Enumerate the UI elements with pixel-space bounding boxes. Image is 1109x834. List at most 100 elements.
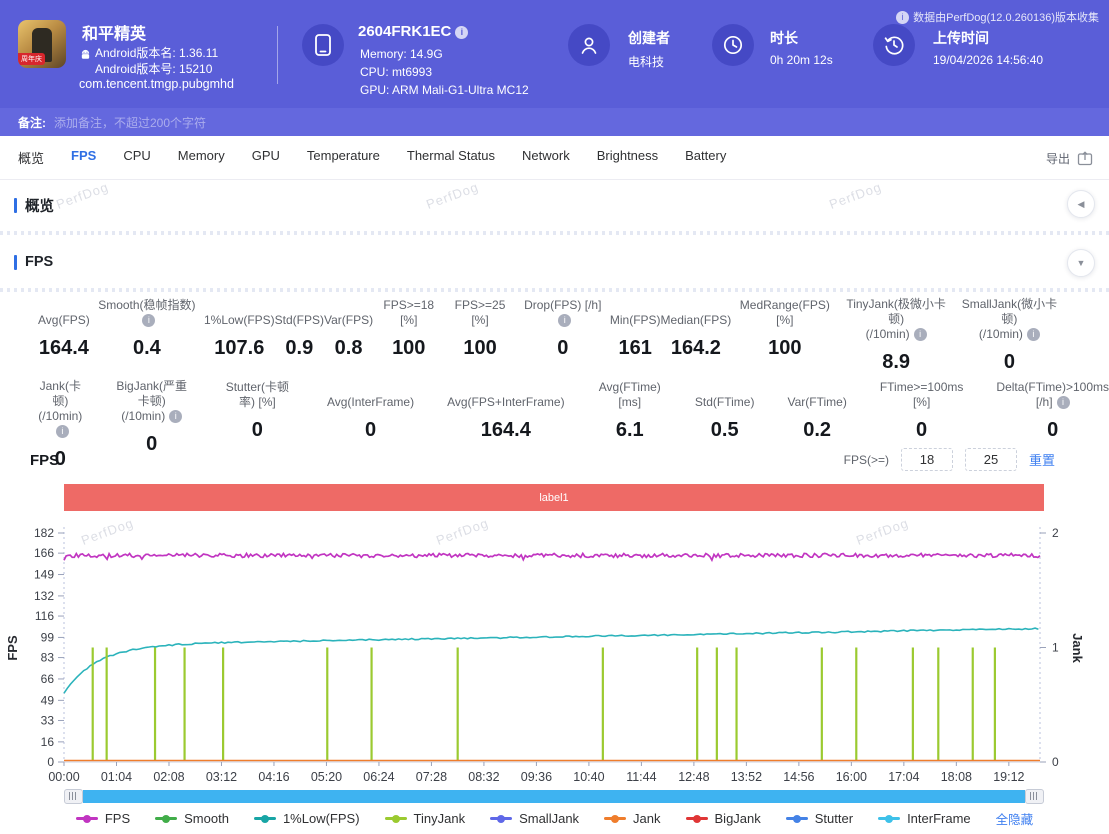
game-title: 和平精英 (82, 26, 147, 43)
legend-marker (253, 814, 276, 823)
info-icon[interactable]: i (558, 314, 572, 327)
svg-text:11:44: 11:44 (626, 770, 656, 784)
info-icon[interactable]: i (913, 328, 927, 341)
tab-Memory[interactable]: Memory (177, 148, 225, 163)
android-version-code: Android版本号: 15210 (95, 62, 213, 76)
legend-marker (155, 814, 178, 823)
tab-概览[interactable]: 概览 (18, 151, 45, 166)
legend-FPS[interactable]: FPS (75, 811, 130, 826)
tab-Brightness[interactable]: Brightness (596, 148, 659, 163)
tab-Thermal Status[interactable]: Thermal Status (406, 148, 496, 163)
info-icon[interactable]: i (169, 410, 183, 423)
legend-marker (878, 814, 901, 823)
svg-text:00:00: 00:00 (48, 770, 79, 784)
tab-Network[interactable]: Network (522, 148, 570, 163)
fps-threshold-input-1[interactable] (900, 448, 953, 471)
legend-TinyJank[interactable]: TinyJank (384, 811, 465, 826)
stat-MedRange(FPS)[%]: MedRange(FPS)[%] 100 (731, 297, 838, 374)
fps-threshold-input-2[interactable] (964, 448, 1017, 471)
duration-icon-circle (712, 24, 754, 66)
info-icon[interactable]: i (1056, 396, 1070, 409)
legend-marker (384, 814, 407, 823)
header-divider (277, 26, 278, 84)
game-icon-badge: 周年庆 (18, 53, 45, 65)
chart-label-band[interactable]: label1 (64, 484, 1044, 511)
creator-value: 电科技 (628, 55, 665, 69)
chevron-down-icon: ▼ (1076, 258, 1086, 268)
legend-Stutter[interactable]: Stutter (785, 811, 853, 826)
stat-Avg(FPS+InterFrame): Avg(FPS+InterFrame) 164.4 (447, 395, 565, 441)
legend-marker (604, 814, 627, 823)
device-memory: Memory: 14.9G (360, 47, 443, 61)
svg-text:33: 33 (41, 713, 55, 727)
export-button[interactable]: 导出 (1046, 136, 1093, 180)
svg-text:05:20: 05:20 (311, 770, 342, 784)
svg-text:Jank: Jank (1070, 633, 1085, 663)
fps-threshold-label: FPS(>=) (843, 452, 889, 467)
info-icon: i (896, 10, 910, 24)
stat-value: 0 (557, 337, 569, 359)
tab-bar: 概览 FPS CPU Memory GPU Temperature Thermal Stat… (0, 136, 1109, 180)
chart-range-scrollbar[interactable] (64, 789, 1044, 804)
fps-collapse-button[interactable]: ▼ (1067, 249, 1095, 277)
upload-value: 19/04/2026 14:56:40 (933, 53, 1044, 67)
svg-text:19:12: 19:12 (993, 770, 1024, 784)
svg-text:07:28: 07:28 (416, 770, 447, 784)
legend-1%Low(FPS)[interactable]: 1%Low(FPS) (253, 811, 360, 826)
info-icon[interactable]: i (55, 425, 69, 438)
svg-text:12:48: 12:48 (678, 770, 709, 784)
scrollbar-left-grip[interactable] (64, 789, 83, 804)
svg-text:182: 182 (34, 526, 54, 540)
stat-Avg(InterFrame): Avg(InterFrame) 0 (326, 395, 415, 441)
svg-text:FPS: FPS (5, 635, 20, 661)
hide-all-link[interactable]: 全隐藏 (995, 813, 1034, 827)
stat-Std(FTime): Std(FTime) 0.5 (694, 395, 755, 441)
stat-Avg(FTime) [ms]: Avg(FTime) [ms] 6.1 (598, 380, 661, 441)
svg-text:16: 16 (41, 735, 55, 749)
stat-Drop(FPS) [/h]: Drop(FPS) [/h]i 0 (516, 297, 610, 374)
stat-value: 0 (1047, 419, 1059, 441)
overview-collapse-button[interactable]: ◀ (1067, 190, 1095, 218)
note-bar[interactable]: 备注: 添加备注，不超过200个字符 (0, 108, 1109, 136)
note-placeholder: 添加备注，不超过200个字符 (54, 115, 207, 130)
legend-BigJank[interactable]: BigJank (685, 811, 761, 826)
stat-Median(FPS): Median(FPS) 164.2 (660, 313, 732, 359)
legend-InterFrame[interactable]: InterFrame (878, 811, 971, 826)
legend-marker (490, 814, 513, 823)
stat-value: 8.9 (882, 351, 911, 373)
legend-Smooth[interactable]: Smooth (155, 811, 229, 826)
tab-FPS[interactable]: FPS (71, 148, 97, 163)
svg-text:16:00: 16:00 (836, 770, 867, 784)
upload-label: 上传时间 (933, 30, 989, 46)
info-icon[interactable]: i (142, 314, 156, 327)
stat-Delta(FTime)>100ms [/h]: Delta(FTime)>100ms [/h] i 0 (996, 380, 1109, 441)
device-info-icon[interactable]: i (455, 25, 469, 39)
fps-chart-title: FPS (30, 452, 60, 469)
tab-Temperature[interactable]: Temperature (306, 148, 380, 163)
scrollbar-track[interactable] (83, 790, 1025, 803)
fps-threshold-controls: FPS(>=) 重置 (844, 448, 1055, 471)
stat-value: 0 (146, 433, 158, 455)
scrollbar-right-grip[interactable] (1025, 789, 1044, 804)
device-icon-circle (302, 24, 344, 66)
legend-SmallJank[interactable]: SmallJank (490, 811, 579, 826)
tab-GPU[interactable]: GPU (251, 148, 280, 163)
svg-text:17:04: 17:04 (888, 770, 919, 784)
svg-text:0: 0 (47, 755, 54, 769)
legend-marker (785, 814, 808, 823)
reset-link[interactable]: 重置 (1028, 453, 1055, 468)
stat-Var(FTime): Var(FTime) 0.2 (787, 395, 847, 441)
info-icon[interactable]: i (1026, 328, 1040, 341)
tab-Battery[interactable]: Battery (685, 148, 727, 163)
section-separator (0, 288, 1109, 292)
stat-value: 100 (392, 337, 426, 359)
stat-value: 0.5 (710, 419, 739, 441)
game-app-icon: 周年庆 (18, 20, 66, 68)
legend-Jank[interactable]: Jank (604, 811, 661, 826)
fps-stats-row-1: Avg(FPS) 164.4 Smooth(稳帧指数)i 0.4 1%Low(FPS) 1… (38, 297, 1065, 374)
legend-marker (685, 814, 708, 823)
tab-CPU[interactable]: CPU (123, 148, 151, 163)
stat-1%Low(FPS): 1%Low(FPS) 107.6 (203, 313, 275, 359)
svg-text:0: 0 (1052, 755, 1059, 769)
